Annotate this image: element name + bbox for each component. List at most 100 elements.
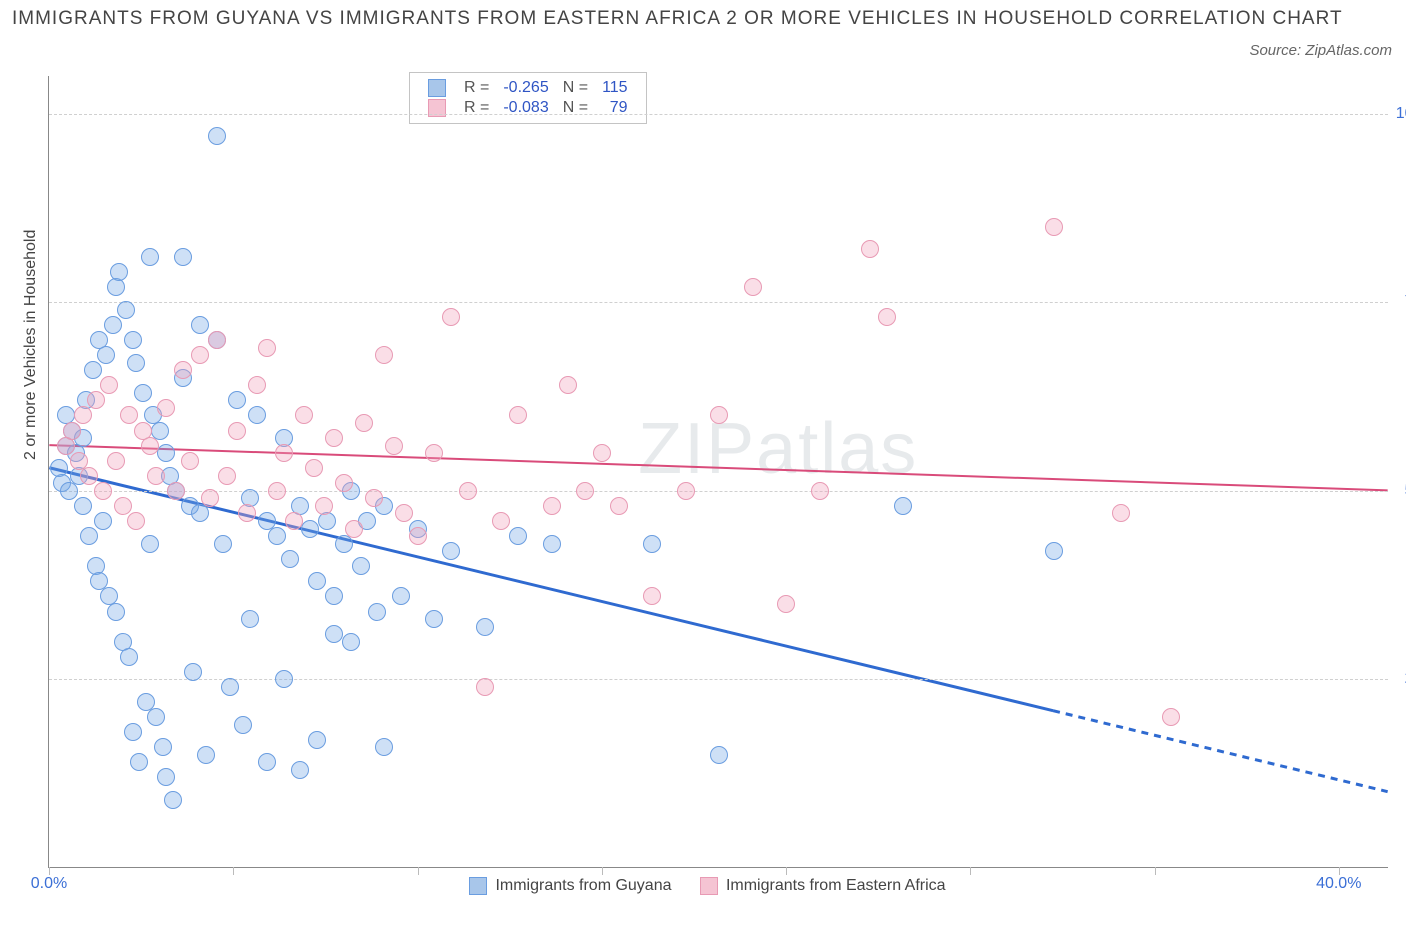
data-point: [157, 768, 175, 786]
data-point: [509, 527, 527, 545]
data-point: [295, 406, 313, 424]
data-point: [325, 587, 343, 605]
data-point: [610, 497, 628, 515]
data-point: [228, 391, 246, 409]
data-point: [710, 406, 728, 424]
data-point: [107, 278, 125, 296]
data-point: [141, 535, 159, 553]
data-point: [442, 308, 460, 326]
data-point: [492, 512, 510, 530]
data-point: [1112, 504, 1130, 522]
data-point: [268, 482, 286, 500]
data-point: [559, 376, 577, 394]
data-point: [355, 414, 373, 432]
data-point: [409, 527, 427, 545]
data-point: [104, 316, 122, 334]
data-point: [325, 625, 343, 643]
data-point: [74, 497, 92, 515]
data-point: [861, 240, 879, 258]
data-point: [120, 406, 138, 424]
data-point: [201, 489, 219, 507]
data-point: [677, 482, 695, 500]
data-point: [107, 452, 125, 470]
correlation-row: R =-0.265N =115: [422, 79, 634, 97]
data-point: [80, 527, 98, 545]
data-point: [197, 746, 215, 764]
gridline-h: [49, 114, 1388, 115]
data-point: [208, 331, 226, 349]
data-point: [127, 354, 145, 372]
data-point: [459, 482, 477, 500]
x-tick: [49, 867, 50, 875]
data-point: [308, 572, 326, 590]
x-tick: [233, 867, 234, 875]
data-point: [157, 444, 175, 462]
data-point: [154, 738, 172, 756]
y-tick-label: 100.0%: [1396, 105, 1406, 123]
series-legend: Immigrants from Guyana Immigrants from E…: [469, 877, 974, 895]
data-point: [442, 542, 460, 560]
data-point: [368, 603, 386, 621]
data-point: [174, 361, 192, 379]
data-point: [308, 731, 326, 749]
data-point: [94, 482, 112, 500]
data-point: [710, 746, 728, 764]
data-point: [375, 346, 393, 364]
data-point: [335, 474, 353, 492]
chart-title: IMMIGRANTS FROM GUYANA VS IMMIGRANTS FRO…: [12, 8, 1394, 30]
scatter-plot: ZIPatlas R =-0.265N =115R =-0.083N =79 I…: [48, 76, 1388, 868]
gridline-h: [49, 302, 1388, 303]
data-point: [258, 753, 276, 771]
correlation-row: R =-0.083N =79: [422, 99, 634, 117]
legend-item: Immigrants from Eastern Africa: [700, 877, 946, 894]
data-point: [124, 331, 142, 349]
data-point: [221, 678, 239, 696]
data-point: [60, 482, 78, 500]
x-tick: [786, 867, 787, 875]
data-point: [894, 497, 912, 515]
data-point: [234, 716, 252, 734]
data-point: [375, 738, 393, 756]
data-point: [130, 753, 148, 771]
data-point: [141, 248, 159, 266]
data-point: [84, 361, 102, 379]
data-point: [228, 422, 246, 440]
data-point: [1162, 708, 1180, 726]
data-point: [141, 437, 159, 455]
data-point: [80, 467, 98, 485]
data-point: [643, 587, 661, 605]
data-point: [167, 482, 185, 500]
data-point: [94, 512, 112, 530]
data-point: [238, 504, 256, 522]
y-axis-title: 2 or more Vehicles in Household: [22, 230, 40, 460]
data-point: [164, 791, 182, 809]
data-point: [352, 557, 370, 575]
data-point: [134, 384, 152, 402]
data-point: [87, 391, 105, 409]
data-point: [268, 527, 286, 545]
data-point: [191, 316, 209, 334]
data-point: [543, 497, 561, 515]
data-point: [208, 127, 226, 145]
data-point: [1045, 218, 1063, 236]
x-tick: [1339, 867, 1340, 875]
data-point: [811, 482, 829, 500]
data-point: [191, 346, 209, 364]
source-credit: Source: ZipAtlas.com: [1249, 42, 1392, 59]
data-point: [325, 429, 343, 447]
data-point: [425, 444, 443, 462]
data-point: [114, 497, 132, 515]
data-point: [643, 535, 661, 553]
data-point: [248, 406, 266, 424]
data-point: [425, 610, 443, 628]
data-point: [275, 670, 293, 688]
data-point: [385, 437, 403, 455]
data-point: [124, 723, 142, 741]
data-point: [127, 512, 145, 530]
data-point: [335, 535, 353, 553]
data-point: [285, 512, 303, 530]
data-point: [214, 535, 232, 553]
data-point: [476, 678, 494, 696]
data-point: [147, 467, 165, 485]
data-point: [275, 444, 293, 462]
